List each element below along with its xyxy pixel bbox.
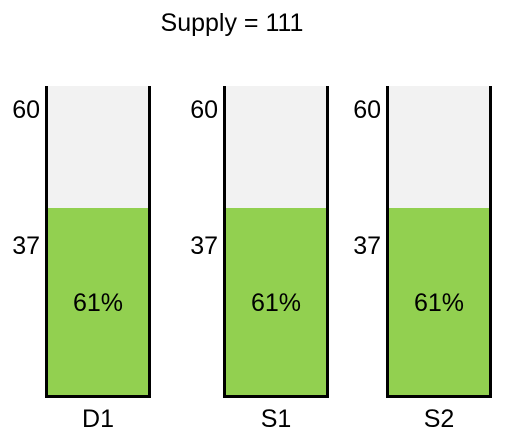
- gauge-floor: [45, 395, 151, 398]
- gauge-floor: [223, 395, 329, 398]
- max-tick-label-d1: 60: [12, 96, 40, 124]
- gauge-s1: 61%: [223, 86, 329, 398]
- gauge-caption-s1: S1: [260, 405, 292, 433]
- gauge-fill: [224, 207, 328, 398]
- level-tick-label-s1: 37: [190, 232, 218, 260]
- gauge-caption-s2: S2: [423, 405, 455, 433]
- gauge-right-wall: [489, 86, 492, 398]
- gauge-d1: 61%: [45, 86, 151, 398]
- gauge-right-wall: [148, 86, 151, 398]
- gauge-fill: [46, 207, 150, 398]
- gauge-percent-label: 61%: [413, 288, 465, 317]
- gauge-left-wall: [386, 86, 389, 398]
- gauge-right-wall: [326, 86, 329, 398]
- gauge-percent-label: 61%: [72, 288, 124, 317]
- max-tick-label-s2: 60: [353, 96, 381, 124]
- max-tick-label-s1: 60: [190, 96, 218, 124]
- gauge-fill: [387, 207, 491, 398]
- supply-title: Supply = 111: [160, 9, 304, 37]
- level-tick-label-s2: 37: [353, 232, 381, 260]
- gauge-floor: [386, 395, 492, 398]
- level-tick-label-d1: 37: [12, 232, 40, 260]
- gauge-s2: 61%: [386, 86, 492, 398]
- gauge-left-wall: [45, 86, 48, 398]
- gauge-left-wall: [223, 86, 226, 398]
- gauge-caption-d1: D1: [82, 405, 114, 433]
- gauge-percent-label: 61%: [250, 288, 302, 317]
